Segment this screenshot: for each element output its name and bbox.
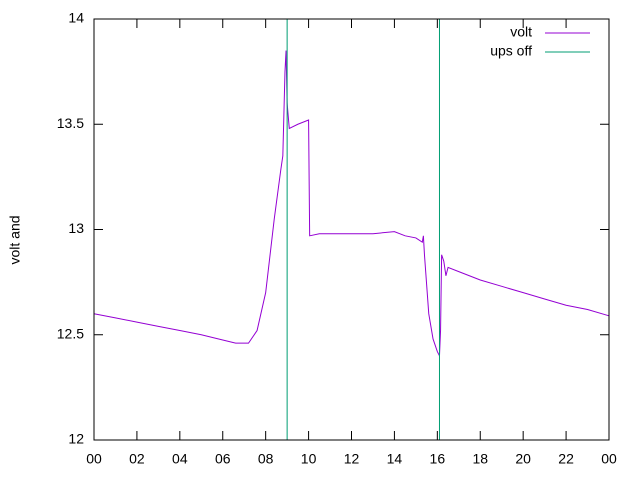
x-tick-label: 00	[601, 451, 617, 467]
x-tick-label: 12	[344, 451, 360, 467]
y-axis-label: volt and	[7, 215, 23, 264]
x-tick-label: 10	[301, 451, 317, 467]
plot-border	[93, 18, 610, 441]
x-tick-label: 18	[472, 451, 488, 467]
x-tick-label: 14	[387, 451, 403, 467]
y-tick-label: 12	[68, 431, 84, 447]
x-tick-label: 22	[558, 451, 574, 467]
y-tick-label: 13.5	[57, 115, 84, 131]
y-tick-label: 12.5	[57, 325, 84, 341]
x-tick-label: 04	[172, 451, 188, 467]
x-tick-label: 02	[129, 451, 145, 467]
y-tick-label: 14	[68, 10, 84, 26]
legend-label: volt	[510, 24, 532, 40]
series-line	[286, 19, 440, 440]
x-tick-label: 00	[86, 451, 102, 467]
x-tick-label: 06	[215, 451, 231, 467]
legend-label: ups off	[490, 43, 532, 59]
y-tick-label: 13	[68, 220, 84, 236]
x-tick-label: 16	[430, 451, 446, 467]
x-tick-label: 20	[515, 451, 531, 467]
series-line	[93, 50, 610, 358]
x-tick-label: 08	[258, 451, 274, 467]
